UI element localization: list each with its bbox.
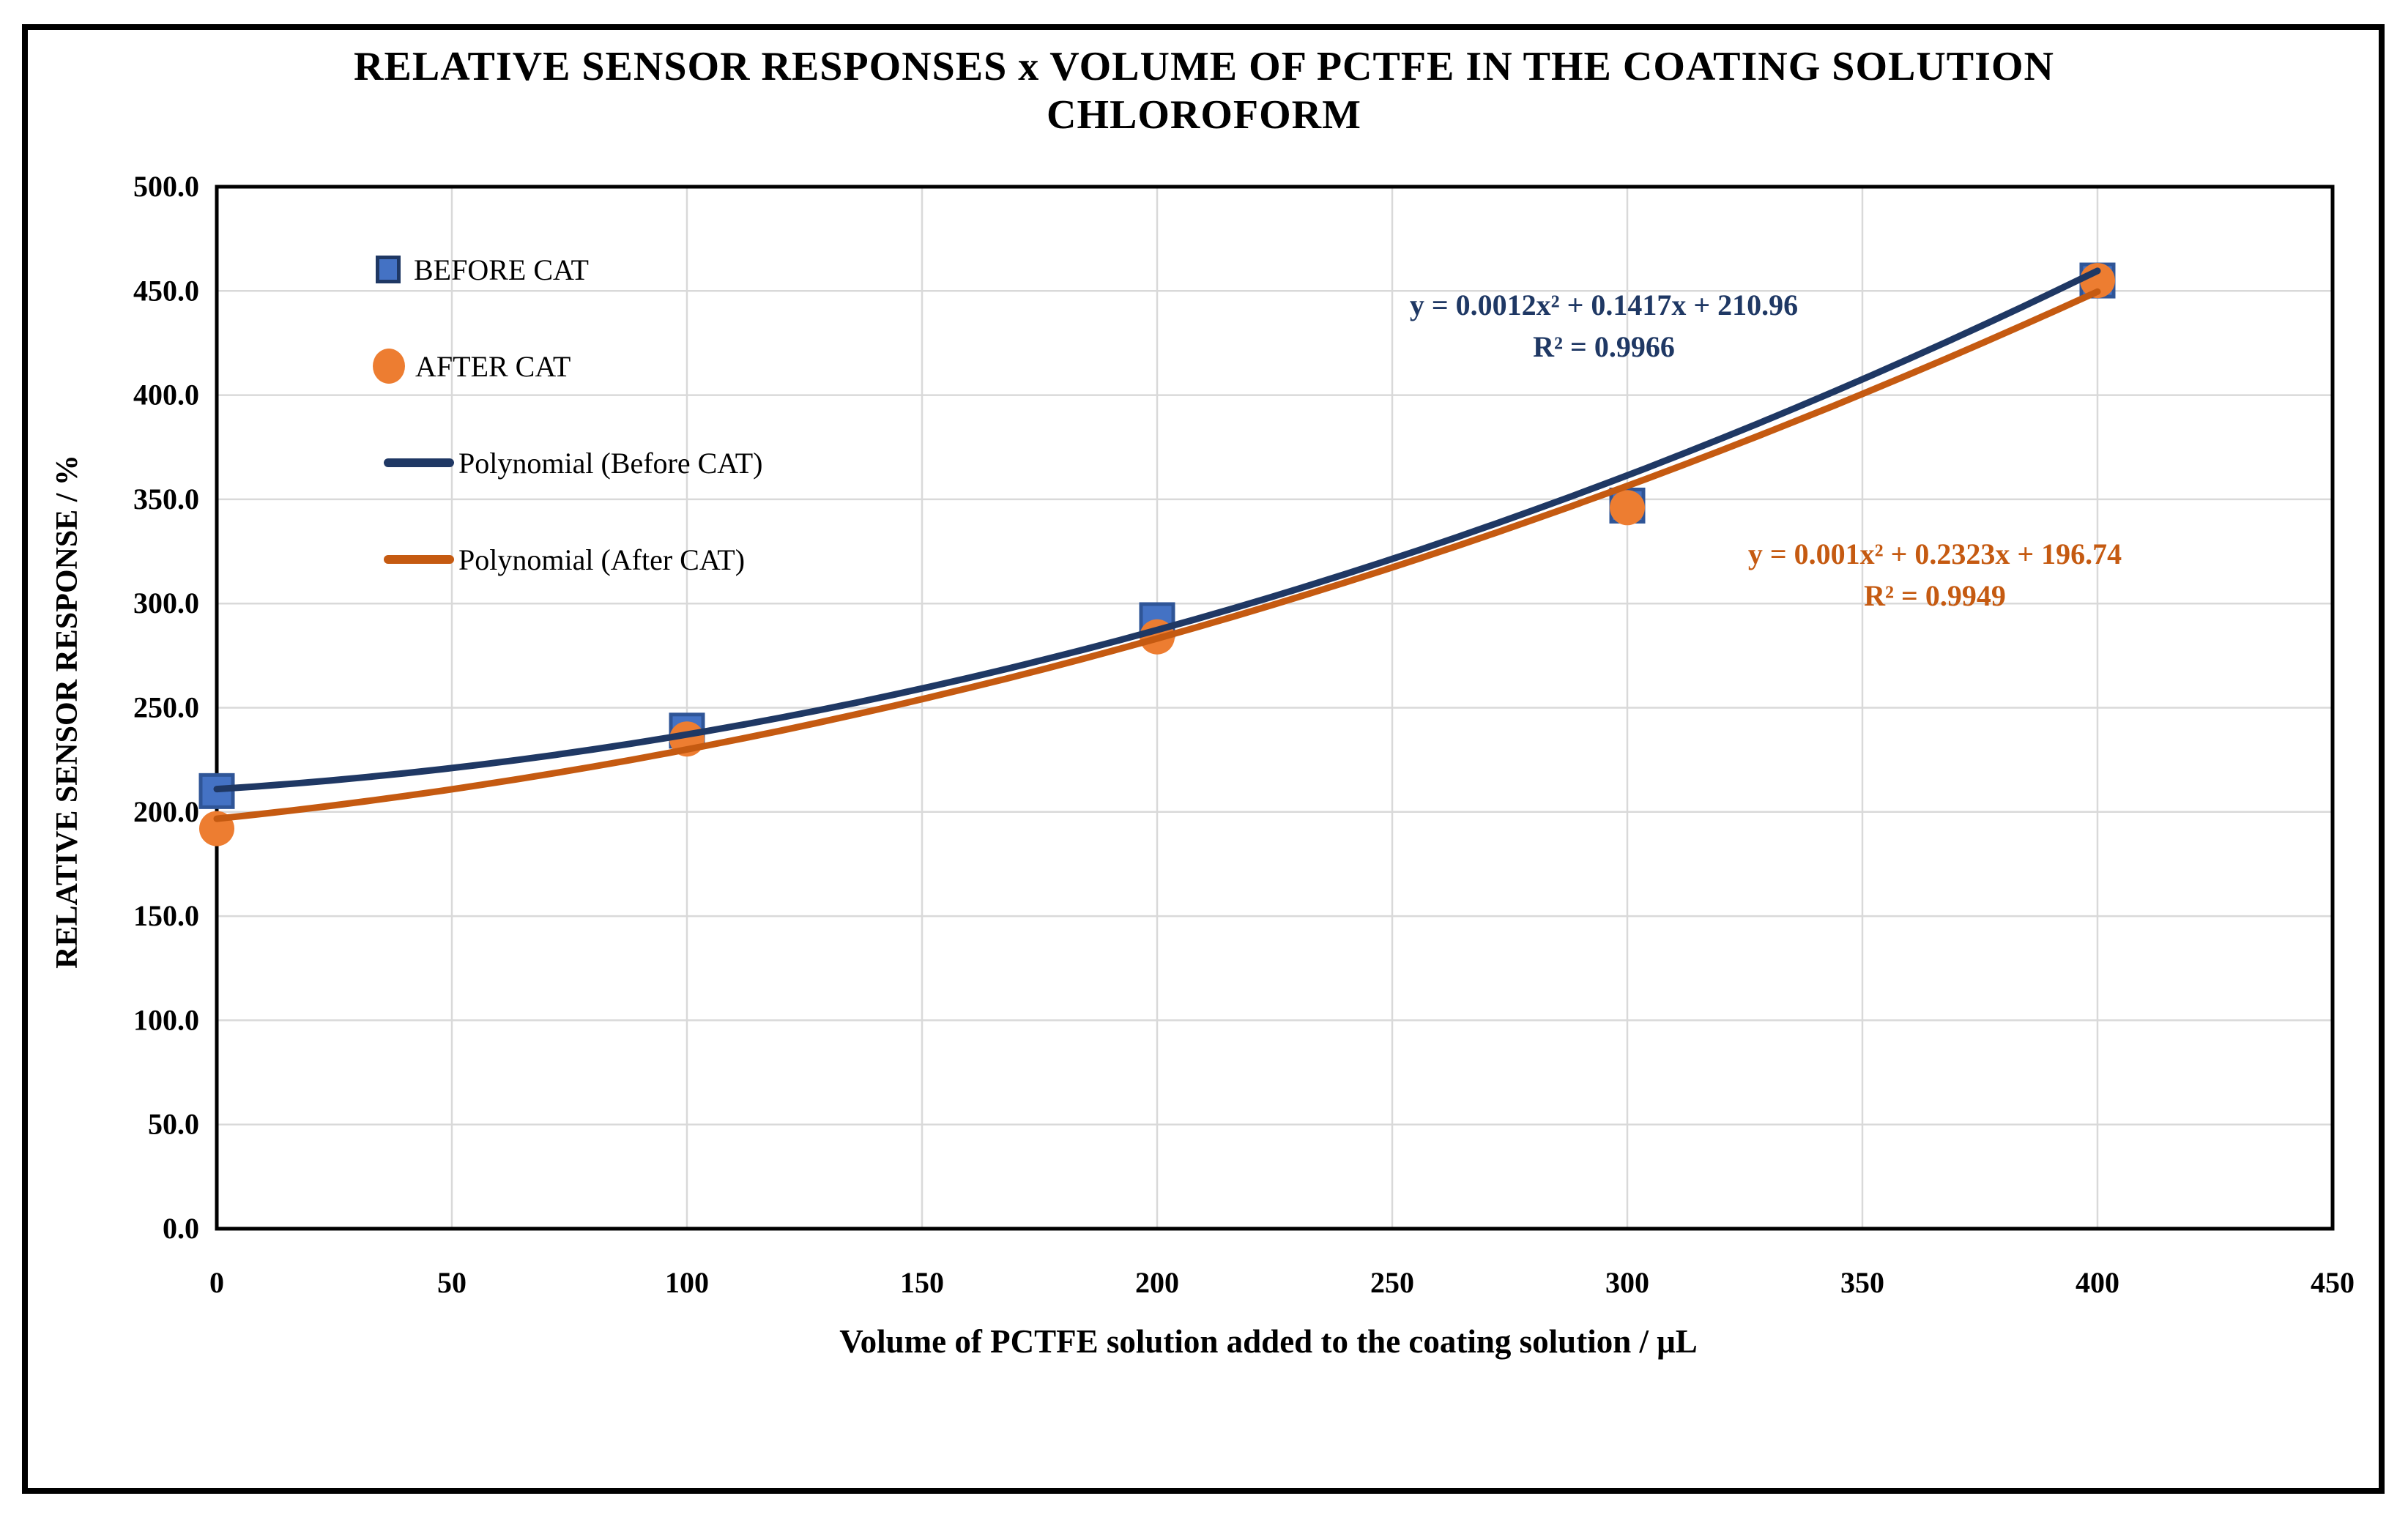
- chart-title-line1: RELATIVE SENSOR RESPONSES x VOLUME OF PC…: [354, 44, 2054, 89]
- y-tick-label: 350.0: [133, 483, 199, 516]
- chart-title-line2: CHLOROFORM: [1047, 92, 1361, 138]
- trendline-before-cat: [213, 267, 2101, 793]
- equation-text: y = 0.001x² + 0.2323x + 196.74: [1747, 537, 2122, 570]
- legend-item-after-cat: AFTER CAT: [373, 344, 571, 388]
- y-tick-label: 500.0: [133, 170, 199, 203]
- legend-line-marker-icon: [384, 555, 454, 564]
- legend-label: Polynomial (Before CAT): [458, 446, 763, 480]
- legend-label: AFTER CAT: [415, 349, 571, 383]
- x-tick-label: 300: [1605, 1266, 1649, 1299]
- legend-item-polynomial-before: Polynomial (Before CAT): [384, 441, 763, 485]
- legend-circle-marker-icon: [373, 349, 405, 384]
- y-tick-label: 250.0: [133, 691, 199, 724]
- x-tick-label: 450: [2311, 1266, 2355, 1299]
- legend-line-marker-icon: [384, 458, 454, 467]
- x-tick-label: 250: [1370, 1266, 1414, 1299]
- y-tick-label: 200.0: [133, 795, 199, 828]
- x-tick-label: 150: [900, 1266, 944, 1299]
- plot-border: [215, 185, 2335, 1231]
- y-tick-label: 50.0: [148, 1108, 199, 1141]
- x-tick-label: 350: [1840, 1266, 1884, 1299]
- y-tick-label: 450.0: [133, 274, 199, 307]
- figure-border: [22, 24, 2385, 1494]
- r-squared-text: R² = 0.9949: [1864, 579, 2006, 612]
- trendline-after-cat: [213, 288, 2101, 822]
- x-axis-title: Volume of PCTFE solution added to the co…: [839, 1323, 1698, 1360]
- legend-label: BEFORE CAT: [414, 253, 589, 286]
- legend-label: Polynomial (After CAT): [458, 543, 746, 576]
- x-tick-label: 50: [437, 1266, 467, 1299]
- y-tick-label: 0.0: [163, 1212, 199, 1245]
- legend-item-polynomial-after: Polynomial (After CAT): [384, 537, 745, 581]
- x-tick-label: 100: [665, 1266, 709, 1299]
- chart-title: RELATIVE SENSOR RESPONSES x VOLUME OF PC…: [0, 42, 2408, 139]
- r-squared-text: R² = 0.9966: [1533, 330, 1675, 363]
- y-tick-label: 400.0: [133, 379, 199, 412]
- x-tick-label: 0: [209, 1266, 224, 1299]
- trendline-equation-after: y = 0.001x² + 0.2323x + 196.74 R² = 0.99…: [1642, 533, 2228, 617]
- y-tick-label: 300.0: [133, 587, 199, 619]
- legend-square-marker-icon: [376, 256, 401, 283]
- x-tick-label: 200: [1135, 1266, 1179, 1299]
- equation-text: y = 0.0012x² + 0.1417x + 210.96: [1409, 289, 1799, 321]
- legend-item-before-cat: BEFORE CAT: [376, 247, 589, 291]
- data-point-after-cat: [1610, 490, 1645, 526]
- y-axis-title: RELATIVE SENSOR RESPONSE / %: [51, 455, 84, 969]
- y-tick-label: 150.0: [133, 899, 199, 932]
- y-tick-label: 100.0: [133, 1003, 199, 1036]
- x-tick-label: 400: [2076, 1266, 2119, 1299]
- trendline-equation-before: y = 0.0012x² + 0.1417x + 210.96 R² = 0.9…: [1311, 284, 1897, 368]
